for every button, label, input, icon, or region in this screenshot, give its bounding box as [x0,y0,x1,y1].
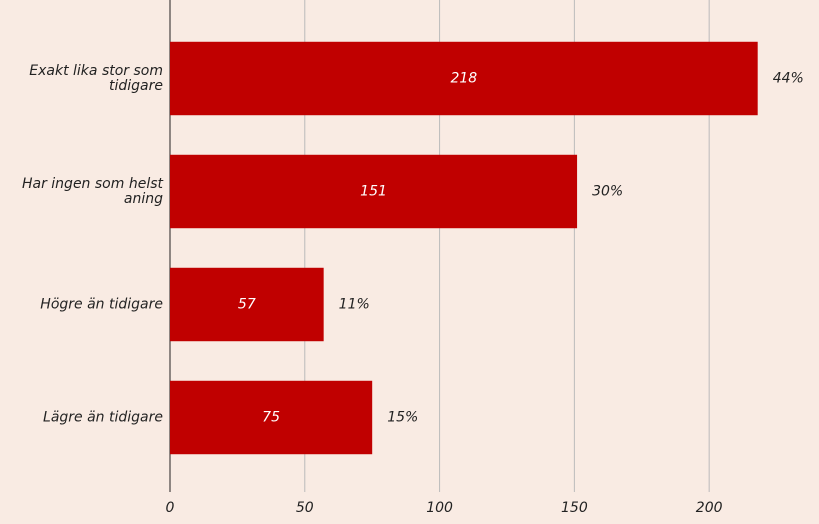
x-tick-label: 150 [561,500,588,516]
x-tick-label: 100 [426,500,453,516]
value-label: 57 [238,297,256,313]
value-label: 218 [450,71,477,87]
y-tick-label: Högre än tidigare [40,296,163,312]
bar [170,267,324,342]
share-label: 11% [339,297,370,313]
x-tick-label: 200 [696,500,723,516]
bar [170,41,758,116]
x-tick-label: 50 [296,500,314,516]
y-tick-label: Lägre än tidigare [43,409,163,425]
bar [170,380,373,455]
share-label: 30% [592,184,623,200]
y-tick-label: Har ingen som helst aning [21,175,163,207]
share-label: 15% [387,410,418,426]
bar [170,154,578,229]
share-label: 44% [773,71,804,87]
value-label: 75 [262,410,280,426]
value-label: 151 [360,184,387,200]
x-tick-label: 0 [166,500,175,516]
y-tick-label: Exakt lika stor som tidigare [29,62,163,94]
